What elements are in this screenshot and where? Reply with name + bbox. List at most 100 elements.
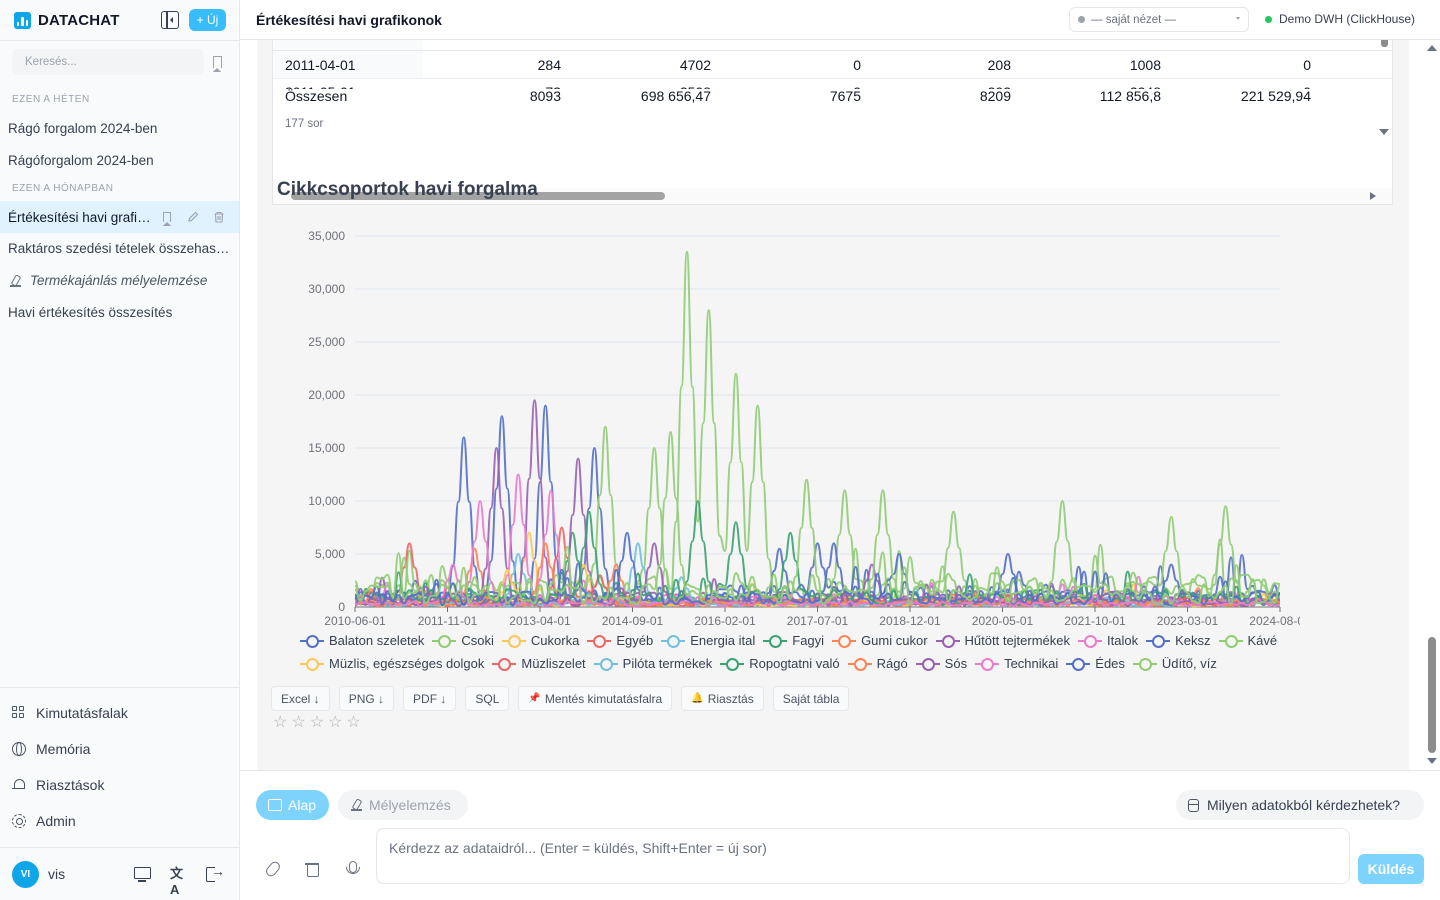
- legend-item[interactable]: Kávé: [1218, 633, 1278, 648]
- legend-item[interactable]: Keksz: [1146, 633, 1211, 648]
- export-excel-button[interactable]: Excel ↓: [271, 686, 330, 711]
- view-select-value: — saját nézet —: [1091, 13, 1177, 26]
- table-row: 2011-05-01 73 2508 0 202 2348 0: [273, 78, 1392, 90]
- create-alert-button[interactable]: 🔔 Riasztás: [681, 686, 764, 711]
- conversation-item[interactable]: Raktáros szedési tételek összehasonlítás…: [8, 241, 232, 256]
- view-select[interactable]: — saját nézet —: [1069, 7, 1249, 32]
- table-vertical-scrollbar[interactable]: [1381, 40, 1388, 47]
- legend-item[interactable]: Egyéb: [587, 633, 653, 648]
- row-count: 177 sor: [285, 118, 324, 130]
- edit-icon[interactable]: [187, 211, 199, 223]
- scroll-right-arrow-icon[interactable]: [1370, 192, 1376, 200]
- chat-input[interactable]: [376, 828, 1350, 884]
- legend-label: Energia ital: [690, 633, 756, 648]
- x-tick-label: 2023-03-01: [1157, 614, 1219, 628]
- x-tick-label: 2021-10-01: [1064, 614, 1126, 628]
- nav-memory[interactable]: Memória: [12, 741, 90, 757]
- legend-item[interactable]: Balaton szeletek: [300, 633, 424, 648]
- table-cell: 8209: [979, 89, 1011, 104]
- conversation-item[interactable]: Rágó forgalom 2024-ben: [8, 121, 158, 136]
- table-cell: 221 529,94: [1240, 89, 1311, 104]
- legend-label: Italok: [1107, 633, 1139, 648]
- collapse-sidebar-icon[interactable]: [161, 11, 179, 29]
- microphone-icon[interactable]: [345, 861, 361, 877]
- action-label: PNG ↓: [348, 691, 385, 706]
- bookmark-filter-icon[interactable]: [213, 56, 222, 68]
- legend-item[interactable]: Technikai: [975, 656, 1058, 671]
- translate-icon[interactable]: 文A: [170, 866, 184, 897]
- scroll-up-arrow-icon[interactable]: [1427, 45, 1437, 51]
- legend-marker-icon: [492, 657, 517, 671]
- search-input[interactable]: Keresés...: [12, 49, 204, 75]
- export-pdf-button[interactable]: PDF ↓: [403, 686, 457, 711]
- action-label: Mentés kimutatásfalra: [544, 691, 663, 706]
- scroll-down-arrow-icon[interactable]: [1427, 758, 1437, 764]
- save-to-dashboard-button[interactable]: 📌 Mentés kimutatásfalra: [518, 686, 673, 711]
- conversation-title: Értékesítési havi grafikonok: [8, 209, 153, 225]
- legend-item[interactable]: Édes: [1066, 656, 1125, 671]
- legend-item[interactable]: Gumi cukor: [832, 633, 928, 648]
- table-cell: 0: [1303, 57, 1311, 73]
- legend-label: Müzlis, egészséges dolgok: [329, 656, 485, 671]
- nav-dashboards[interactable]: Kimutatásfalak: [12, 705, 128, 721]
- legend-item[interactable]: Müzliszelet: [492, 656, 586, 671]
- conversation-item[interactable]: Rágóforgalom 2024-ben: [8, 153, 154, 168]
- y-tick-label: 15,000: [308, 441, 345, 455]
- table-cell: 3275: [591, 40, 711, 43]
- star-rating-icon[interactable]: ☆: [273, 714, 288, 731]
- export-png-button[interactable]: PNG ↓: [338, 686, 395, 711]
- clear-chat-icon[interactable]: [305, 861, 321, 877]
- legend-item[interactable]: Energia ital: [661, 633, 755, 648]
- scroll-down-arrow-icon[interactable]: [1379, 129, 1389, 135]
- sidebar: DATACHAT + Új Keresés... EZEN A HÉTEN Rá…: [0, 0, 240, 900]
- nav-label: Memória: [36, 741, 91, 757]
- legend-item[interactable]: Rágó: [847, 656, 908, 671]
- mode-deep-analysis-button[interactable]: Mélyelemzés: [338, 790, 468, 820]
- view-dot-icon: [1078, 16, 1085, 23]
- legend-item[interactable]: Pilóta termékek: [593, 656, 712, 671]
- legend-label: Rágó: [876, 656, 908, 671]
- series-line: [354, 404, 1281, 606]
- conversation-item-deep-analysis[interactable]: Termékajánlás mélyelemzése: [8, 273, 207, 288]
- table-horizontal-scrollbar[interactable]: [273, 188, 1392, 204]
- show-sql-button[interactable]: SQL: [465, 686, 510, 711]
- legend-item[interactable]: Müzlis, egészséges dolgok: [300, 656, 484, 671]
- legend-item[interactable]: Hűtött tejtermékek: [935, 633, 1070, 648]
- logout-icon[interactable]: [206, 863, 225, 882]
- nav-alerts[interactable]: Riasztások: [12, 777, 104, 793]
- scrollbar-thumb[interactable]: [291, 192, 665, 200]
- own-table-button[interactable]: Saját tábla: [772, 686, 850, 711]
- legend-item[interactable]: Csoki: [432, 633, 494, 648]
- legend-item[interactable]: Fagyi: [763, 633, 824, 648]
- star-rating-icon[interactable]: ☆: [309, 714, 325, 731]
- star-rating-icon[interactable]: ☆: [291, 714, 306, 731]
- new-chat-button[interactable]: + Új: [189, 9, 226, 31]
- legend-label: Kávé: [1247, 633, 1278, 648]
- brand[interactable]: DATACHAT: [14, 10, 120, 30]
- nav-admin[interactable]: Admin: [12, 813, 76, 829]
- table-cell: 284: [537, 57, 561, 73]
- star-rating-icon[interactable]: ☆: [328, 714, 343, 731]
- database-icon: [1188, 798, 1199, 812]
- legend-item[interactable]: Italok: [1078, 633, 1138, 648]
- page-vertical-scrollbar[interactable]: [1424, 40, 1440, 770]
- mode-basic-button[interactable]: Alap: [256, 790, 329, 820]
- scrollbar-thumb[interactable]: [1428, 637, 1436, 753]
- monitor-icon[interactable]: [134, 866, 151, 882]
- available-data-button[interactable]: Milyen adatokból kérdezhetek?: [1176, 790, 1424, 820]
- avatar[interactable]: VI: [12, 861, 39, 888]
- delete-icon[interactable]: [213, 211, 225, 223]
- bookmark-icon[interactable]: [163, 212, 171, 222]
- legend-item[interactable]: Üdítő, víz: [1132, 656, 1217, 671]
- composer: Alap Mélyelemzés Milyen adatokból kérdez…: [240, 770, 1440, 900]
- star-rating-icon[interactable]: ☆: [346, 714, 361, 731]
- attach-icon[interactable]: [265, 861, 281, 877]
- conversation-item[interactable]: Havi értékesítés összesítés: [8, 305, 173, 320]
- legend-item[interactable]: Ropogtatni való: [720, 656, 840, 671]
- send-button[interactable]: Küldés: [1358, 854, 1424, 884]
- legend-item[interactable]: Cukorka: [501, 633, 579, 648]
- table-cell: 73: [441, 84, 561, 90]
- legend-item[interactable]: Sós: [915, 656, 967, 671]
- legend-label: Technikai: [1004, 656, 1059, 671]
- conversation-item-active[interactable]: Értékesítési havi grafikonok: [0, 201, 239, 233]
